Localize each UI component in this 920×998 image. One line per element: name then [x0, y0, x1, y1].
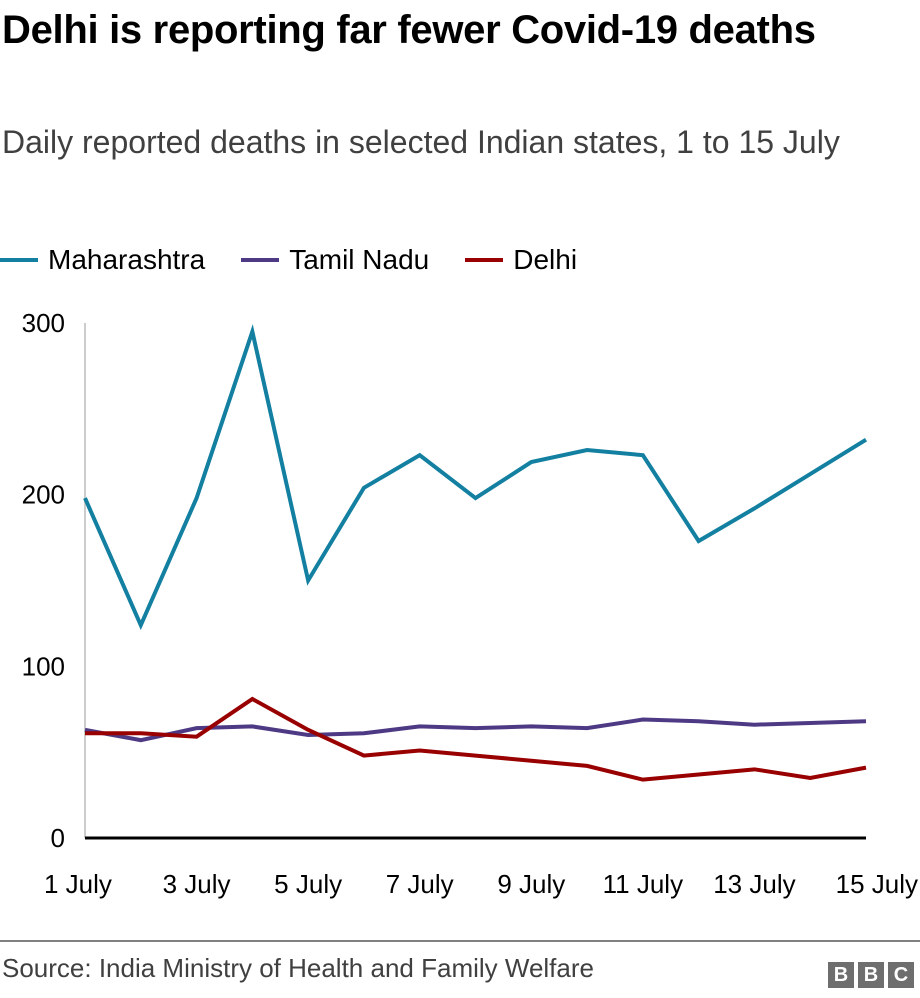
series-line-delhi: [85, 696, 867, 782]
legend-swatch-maharashtra: [0, 258, 38, 262]
legend-item-maharashtra: Maharashtra: [0, 244, 205, 276]
bbc-logo: B B C: [828, 962, 918, 988]
x-tick-label: 1 July: [44, 869, 112, 899]
source-note: Source: India Ministry of Health and Fam…: [2, 953, 594, 983]
x-tick-label: 3 July: [163, 869, 231, 899]
footer-divider: [0, 940, 920, 942]
legend-item-delhi: Delhi: [465, 244, 577, 276]
x-tick-label: 7 July: [386, 869, 454, 899]
x-tick-label: 13 July: [713, 869, 795, 899]
y-tick-label: 300: [22, 308, 65, 338]
series-layer: [83, 324, 868, 782]
line-chart: 0 100 200 300 1 July 3 July 5 July 7 July 9 Jul…: [22, 308, 918, 899]
x-tick-label: 5 July: [274, 869, 342, 899]
legend-label-delhi: Delhi: [513, 244, 578, 275]
y-axis: 0 100 200 300: [22, 308, 65, 853]
chart-subtitle: Daily reported deaths in selected Indian…: [2, 124, 840, 160]
x-tick-label: 9 July: [497, 869, 565, 899]
y-tick-label: 0: [51, 823, 65, 853]
y-tick-label: 100: [22, 651, 65, 681]
legend-swatch-tamil-nadu: [241, 258, 280, 262]
bbc-logo-letter: B: [858, 962, 884, 988]
bbc-logo-letter: B: [828, 962, 854, 988]
legend-label-tamil-nadu: Tamil Nadu: [289, 244, 430, 275]
chart-title: Delhi is reporting far fewer Covid-19 de…: [2, 8, 816, 52]
legend-swatch-delhi: [465, 258, 504, 262]
legend: Maharashtra Tamil Nadu Delhi: [0, 240, 613, 280]
bbc-logo-letter: C: [888, 962, 914, 988]
x-tick-label: 11 July: [603, 869, 683, 899]
legend-item-tamil-nadu: Tamil Nadu: [241, 244, 429, 276]
legend-label-maharashtra: Maharashtra: [48, 244, 206, 275]
series-line-maharashtra: [83, 324, 868, 631]
x-tick-label: 15 July: [836, 869, 918, 899]
series-line-tamil-nadu: [84, 717, 867, 743]
y-tick-label: 200: [22, 480, 65, 510]
x-axis: 1 July 3 July 5 July 7 July 9 July 11 July 13 …: [44, 869, 918, 899]
